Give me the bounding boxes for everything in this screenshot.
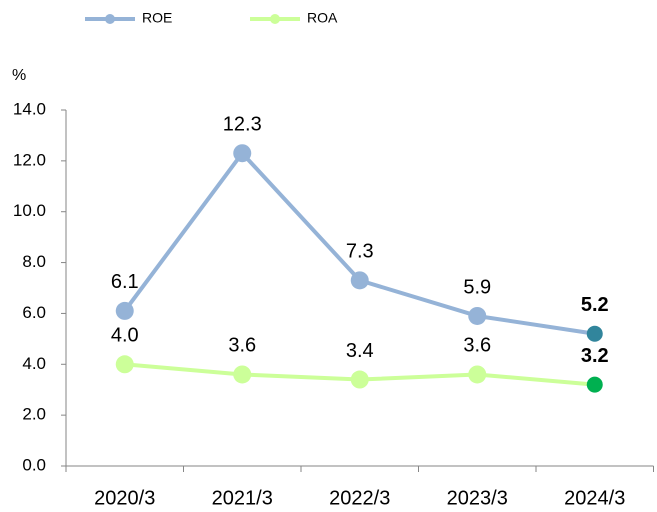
y-tick-label: 10.0: [13, 201, 46, 220]
x-tick-label: 2023/3: [447, 487, 508, 509]
x-tick-label: 2022/3: [329, 487, 390, 509]
x-tick-label: 2024/3: [564, 487, 625, 509]
data-label: 4.0: [111, 325, 139, 347]
y-tick-label: 6.0: [22, 303, 46, 322]
x-tick-label: 2021/3: [212, 487, 273, 509]
x-tick-label: 2020/3: [94, 487, 155, 509]
data-label: 5.9: [463, 276, 491, 298]
data-label: 7.3: [346, 241, 374, 263]
data-point: [468, 306, 487, 325]
data-point: [586, 376, 603, 393]
data-point: [233, 365, 252, 384]
data-point: [350, 370, 369, 389]
data-label: 3.6: [228, 335, 256, 357]
data-point: [115, 355, 134, 374]
y-tick-label: 12.0: [13, 150, 46, 169]
y-axis-label: %: [12, 67, 26, 84]
y-tick-label: 14.0: [13, 99, 46, 118]
y-tick-label: 4.0: [22, 354, 46, 373]
data-point: [468, 365, 487, 384]
data-point: [350, 271, 369, 290]
legend-marker: [270, 14, 280, 24]
legend-label: ROE: [142, 10, 172, 26]
data-label: 3.6: [463, 335, 491, 357]
data-point: [233, 144, 252, 163]
data-label: 6.1: [111, 271, 139, 293]
data-point: [115, 301, 134, 320]
data-label: 5.2: [581, 294, 609, 316]
y-tick-label: 0.0: [22, 455, 46, 474]
data-label: 3.2: [581, 345, 609, 367]
legend-marker: [105, 14, 115, 24]
y-tick-label: 8.0: [22, 252, 46, 271]
legend-label: ROA: [307, 10, 338, 26]
data-label: 12.3: [223, 114, 262, 136]
y-tick-label: 2.0: [22, 405, 46, 424]
data-point: [586, 325, 603, 342]
data-label: 3.4: [346, 340, 374, 362]
